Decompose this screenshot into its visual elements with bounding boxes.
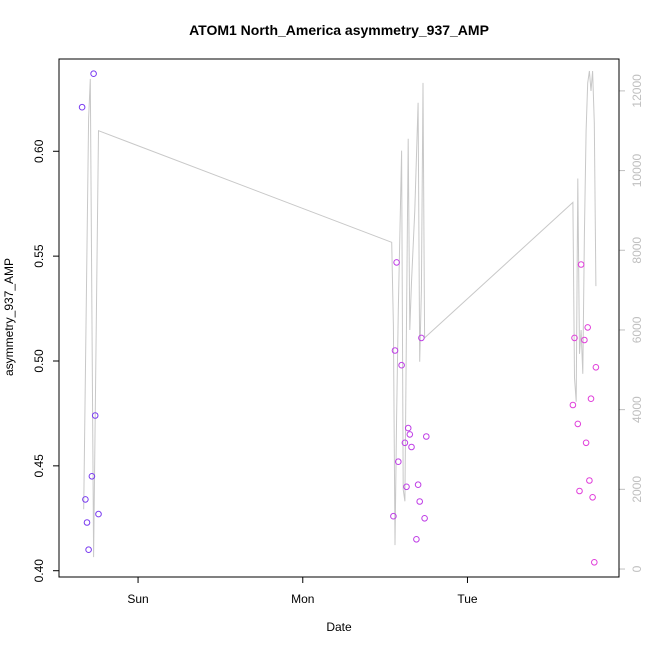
y2-tick-label: 4000 xyxy=(630,396,644,423)
x-axis: Sun Mon Tue xyxy=(127,576,478,606)
data-point xyxy=(85,546,92,554)
data-point xyxy=(393,259,400,266)
x-axis-label: Date xyxy=(326,620,352,634)
y2-tick-label: 12000 xyxy=(630,74,644,108)
y-tick-label: 0.55 xyxy=(32,244,46,268)
y-axis-left: 0.40 0.45 0.50 0.55 0.60 xyxy=(32,139,60,583)
data-point xyxy=(574,420,582,428)
data-point xyxy=(390,512,397,520)
data-point xyxy=(403,483,410,491)
x-tick-label: Mon xyxy=(291,592,314,606)
y-tick-label: 0.60 xyxy=(32,139,46,163)
data-point xyxy=(95,510,102,518)
plot-frame xyxy=(58,58,620,578)
y-tick-label: 0.45 xyxy=(32,454,46,478)
data-point xyxy=(423,433,430,440)
data-point xyxy=(90,70,97,77)
data-point xyxy=(416,498,424,505)
y-tick-label: 0.50 xyxy=(32,349,46,373)
data-point xyxy=(584,324,592,331)
data-point xyxy=(395,458,402,466)
data-point xyxy=(398,361,405,369)
data-point xyxy=(404,424,412,432)
data-point xyxy=(408,443,415,451)
y-axis-right: 0 2000 4000 6000 8000 10000 12000 xyxy=(618,74,644,572)
x-tick-label: Sun xyxy=(127,592,148,606)
plot-area xyxy=(78,70,600,566)
data-point xyxy=(421,515,428,522)
data-point xyxy=(391,347,399,354)
data-point xyxy=(581,336,588,344)
data-point xyxy=(82,496,89,503)
y2-tick-label: 0 xyxy=(630,565,644,572)
y2-tick-label: 2000 xyxy=(630,476,644,503)
data-point xyxy=(571,334,578,342)
data-point xyxy=(577,261,585,268)
data-point xyxy=(414,481,422,489)
data-point xyxy=(591,559,598,566)
data-point xyxy=(576,487,583,495)
data-point xyxy=(401,439,409,447)
y-tick-label: 0.40 xyxy=(32,559,46,583)
data-point xyxy=(586,477,593,484)
data-point xyxy=(413,536,420,543)
data-point xyxy=(592,364,600,371)
data-point xyxy=(582,439,590,447)
series-line-count xyxy=(83,70,597,558)
data-point xyxy=(78,103,86,111)
x-tick-label: Tue xyxy=(457,592,478,606)
y2-tick-label: 8000 xyxy=(630,237,644,264)
data-point xyxy=(589,494,596,501)
y2-tick-label: 6000 xyxy=(630,316,644,343)
y-axis-label: asymmetry_937_AMP xyxy=(2,258,16,376)
data-point xyxy=(406,431,414,438)
data-point xyxy=(83,519,91,526)
chart-title: ATOM1 North_America asymmetry_937_AMP xyxy=(189,22,489,38)
data-point xyxy=(418,334,425,342)
y2-tick-label: 10000 xyxy=(630,154,644,188)
data-point xyxy=(587,395,595,403)
data-point xyxy=(88,473,96,480)
data-point xyxy=(91,412,99,419)
data-point xyxy=(569,401,577,409)
